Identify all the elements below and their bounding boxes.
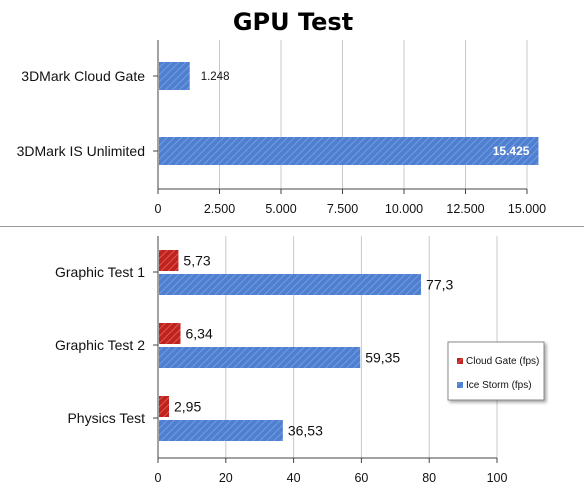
x-tick-label: 0 xyxy=(155,471,162,485)
x-tick-label: 15.000 xyxy=(508,202,546,216)
data-label-physics-test-ice-storm-fps: 36,53 xyxy=(288,423,323,439)
bar-graphic-test-1-cloud-gate-fps xyxy=(159,250,179,271)
x-tick-label: 100 xyxy=(487,471,508,485)
data-label-graphic-test-1-ice-storm-fps: 77,3 xyxy=(426,277,453,293)
category-label-3dmark-is-unlimited: 3DMark IS Unlimited xyxy=(17,143,145,159)
x-tick-label: 40 xyxy=(287,471,301,485)
data-label-graphic-test-2-ice-storm-fps: 59,35 xyxy=(365,350,400,366)
data-label-physics-test-cloud-gate-fps: 2,95 xyxy=(174,399,201,415)
legend-swatch-ice-storm xyxy=(457,382,463,388)
data-label-graphic-test-1-cloud-gate-fps: 5,73 xyxy=(183,253,210,269)
legend: Cloud Gate (fps) Ice Storm (fps) xyxy=(447,341,545,401)
bar-graphic-test-1-ice-storm-fps xyxy=(159,274,422,295)
x-tick-label: 12.500 xyxy=(446,202,484,216)
x-tick-label: 7.500 xyxy=(327,202,358,216)
x-tick-label: 0 xyxy=(155,202,162,216)
panel-fps-tests: 0 20 40 60 80 100 Graphic Test 1 5,73 77,3 Graphi… xyxy=(55,236,507,485)
bar-3dmark-is-unlimited xyxy=(159,137,539,165)
legend-label-cloud-gate: Cloud Gate (fps) xyxy=(466,356,539,367)
legend-label-ice-storm: Ice Storm (fps) xyxy=(466,380,532,391)
x-tick-label: 20 xyxy=(219,471,233,485)
bar-physics-test-ice-storm-fps xyxy=(159,420,283,441)
legend-swatch-cloud-gate xyxy=(457,358,463,364)
bar-graphic-test-2-cloud-gate-fps xyxy=(159,323,181,344)
data-label-graphic-test-2-cloud-gate-fps: 6,34 xyxy=(185,326,212,342)
x-tick-label: 10.000 xyxy=(385,202,423,216)
x-tick-label: 80 xyxy=(422,471,436,485)
x-tick-label: 60 xyxy=(354,471,368,485)
bar-graphic-test-2-ice-storm-fps xyxy=(159,347,361,368)
bar-3dmark-cloud-gate xyxy=(159,62,190,90)
data-label-3dmark-cloud-gate: 1.248 xyxy=(201,71,230,83)
legend-box xyxy=(447,341,545,401)
data-label-3dmark-is-unlimited: 15.425 xyxy=(493,144,530,158)
chart-title: GPU Test xyxy=(233,8,353,36)
panel-3dmark-scores: 0 2.500 5.000 7.500 10.000 12.500 15.000 3DMark… xyxy=(17,40,546,216)
category-label-3dmark-cloud-gate: 3DMark Cloud Gate xyxy=(21,68,145,84)
x-tick-label: 2.500 xyxy=(204,202,235,216)
category-label-graphic-test-1: Graphic Test 1 xyxy=(55,264,145,280)
category-label-physics-test: Physics Test xyxy=(67,410,145,426)
x-tick-label: 5.000 xyxy=(265,202,296,216)
category-label-graphic-test-2: Graphic Test 2 xyxy=(55,337,145,353)
bar-physics-test-cloud-gate-fps xyxy=(159,396,170,417)
